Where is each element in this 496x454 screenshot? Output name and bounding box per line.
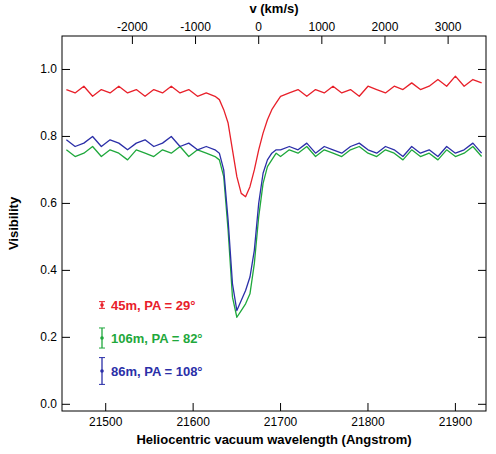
x2-tick xyxy=(258,36,259,44)
x-tick-label: 21500 xyxy=(89,415,123,429)
error-cap xyxy=(99,301,105,302)
x2-tick-label: 0 xyxy=(255,20,262,34)
plot-area xyxy=(66,76,481,317)
error-cap xyxy=(99,308,105,309)
error-dot xyxy=(100,336,104,340)
y-tick xyxy=(62,69,70,70)
x-tick xyxy=(105,403,106,411)
y-tick xyxy=(62,203,70,204)
spectrum-line xyxy=(66,76,481,197)
x2-tick xyxy=(132,36,133,44)
x-tick xyxy=(367,403,368,411)
y-tick-label: 1.0 xyxy=(40,62,57,76)
x2-tick xyxy=(195,36,196,44)
y-tick-right xyxy=(478,337,486,338)
y-tick-right xyxy=(478,203,486,204)
spectrum-line xyxy=(66,146,481,317)
y-axis-label: Visibility xyxy=(6,196,21,250)
x2-tick-label: -2000 xyxy=(117,20,148,34)
x-tick-label: 21600 xyxy=(176,415,210,429)
x2-tick xyxy=(321,36,322,44)
error-dot xyxy=(100,369,104,373)
x2-tick-label: 1000 xyxy=(308,20,335,34)
error-cap xyxy=(99,384,105,385)
legend-label: 45m, PA = 29° xyxy=(111,298,195,313)
legend-label: 86m, PA = 108° xyxy=(111,364,203,379)
y-tick-label: 0.0 xyxy=(40,397,57,411)
y-tick xyxy=(62,270,70,271)
legend: 45m, PA = 29° 106m, PA = 82° 86m, PA = 108… xyxy=(99,298,203,384)
x-axis-label: Heliocentric vacuum wavelength (Angstrom… xyxy=(136,432,411,447)
y-tick xyxy=(62,136,70,137)
x2-axis-label: v (km/s) xyxy=(249,1,298,16)
y-tick-label: 0.4 xyxy=(40,263,57,277)
x-tick-label: 21700 xyxy=(264,415,298,429)
y-tick-right xyxy=(478,69,486,70)
error-cap xyxy=(99,327,105,328)
spectrum-line xyxy=(66,136,481,310)
error-dot xyxy=(100,303,104,307)
frame xyxy=(62,36,486,411)
y-tick-right xyxy=(478,136,486,137)
x-tick-label: 21900 xyxy=(439,415,473,429)
y-tick-label: 0.2 xyxy=(40,330,57,344)
y-tick-right xyxy=(478,270,486,271)
x2-tick-label: 3000 xyxy=(435,20,462,34)
chart: 21500 21600 21700 21800 21900 -2000 -1000 0 1000… xyxy=(0,0,496,454)
x2-tick-label: -1000 xyxy=(180,20,211,34)
y-tick xyxy=(62,337,70,338)
x2-tick-label: 2000 xyxy=(372,20,399,34)
y-tick xyxy=(62,404,70,405)
y-tick-label: 0.6 xyxy=(40,196,57,210)
x-tick xyxy=(455,403,456,411)
y-tick-right xyxy=(478,404,486,405)
legend-label: 106m, PA = 82° xyxy=(111,331,203,346)
x-tick-label: 21800 xyxy=(351,415,385,429)
x-tick xyxy=(193,403,194,411)
error-cap xyxy=(99,357,105,358)
x2-tick xyxy=(384,36,385,44)
x-tick xyxy=(280,403,281,411)
y-tick-label: 0.8 xyxy=(40,129,57,143)
x2-tick xyxy=(448,36,449,44)
error-cap xyxy=(99,348,105,349)
